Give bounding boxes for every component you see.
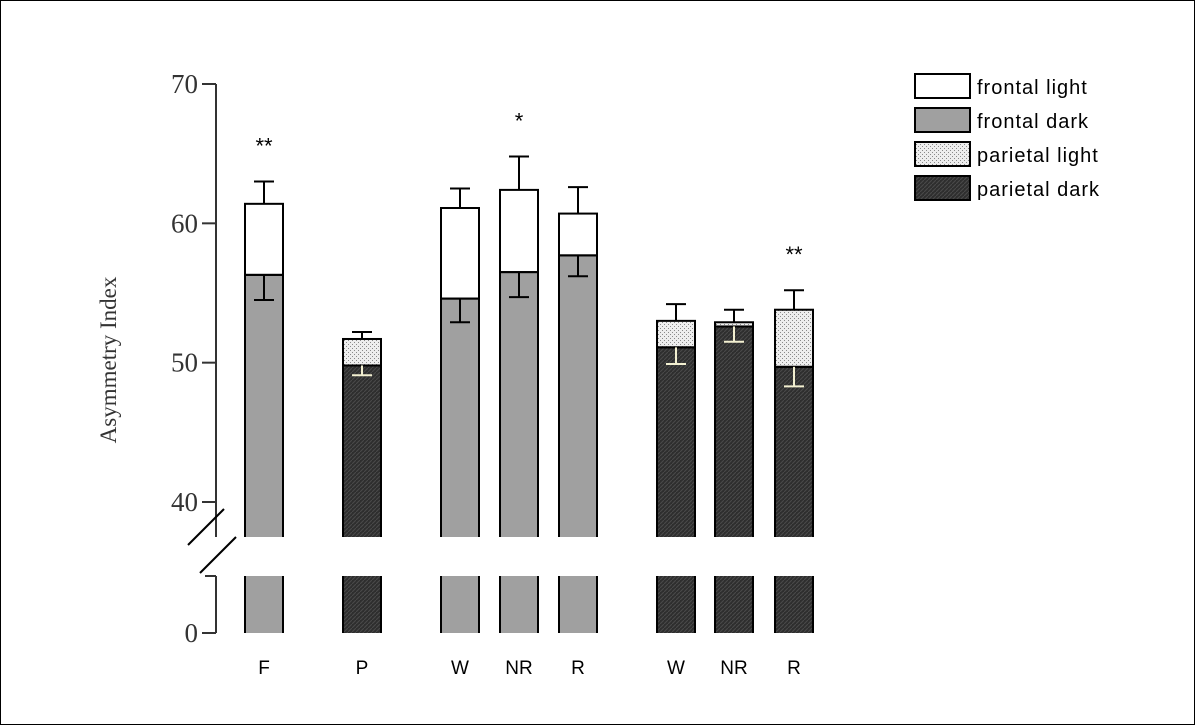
bar-segment-upper	[774, 308, 814, 368]
bar-group: **	[774, 242, 814, 633]
bar-segment-stub	[775, 576, 813, 633]
bar-group	[656, 303, 696, 633]
bar-group	[558, 186, 598, 633]
y-tick-label: 60	[171, 208, 198, 238]
y-tick-label: 50	[171, 348, 198, 378]
bar-segment-stub	[343, 576, 381, 633]
x-tick-label: NR	[505, 658, 532, 679]
y-axis-label: Asymmetry Index	[96, 276, 121, 443]
legend: frontal light frontal dark parietal light p…	[914, 73, 1100, 201]
legend-label: frontal dark	[977, 111, 1089, 133]
bar-segment-stub	[657, 576, 695, 633]
x-tick-label: F	[258, 658, 270, 679]
bar-segment-stub	[441, 576, 479, 633]
bar-segment-stub	[715, 576, 753, 633]
significance-marker: **	[785, 242, 803, 267]
legend-item: frontal light	[914, 73, 1088, 99]
bar-segment-upper	[558, 212, 598, 257]
bar-segment-stub	[500, 576, 538, 633]
significance-marker: *	[515, 108, 524, 133]
legend-label: frontal light	[977, 77, 1088, 99]
x-tick-label: P	[356, 658, 369, 679]
bar-segment-upper	[656, 319, 696, 349]
x-tick-label: W	[667, 658, 685, 679]
significance-marker: **	[255, 134, 273, 159]
legend-item: parietal light	[914, 141, 1099, 167]
legend-swatch	[914, 107, 971, 133]
legend-swatch	[914, 73, 971, 99]
bar-segment-lower	[775, 366, 813, 537]
legend-swatch	[914, 175, 971, 201]
legend-swatch	[914, 141, 971, 167]
y-tick-label: 40	[171, 487, 198, 517]
bar-segment-stub	[245, 576, 283, 633]
bar-segment-lower	[500, 272, 538, 537]
bar-segment-lower	[559, 255, 597, 537]
bar-segment-lower	[343, 365, 381, 537]
bar-group: **	[244, 134, 284, 633]
bar-segment-lower	[657, 347, 695, 537]
bar-group	[440, 187, 480, 633]
x-tick-label: NR	[720, 658, 747, 679]
y-tick-label: 70	[171, 69, 198, 99]
y-tick-label: 0	[185, 618, 199, 648]
legend-item: frontal dark	[914, 107, 1089, 133]
bar-segment-stub	[559, 576, 597, 633]
legend-label: parietal dark	[977, 179, 1100, 201]
bar-segment-upper	[440, 207, 480, 300]
bar-segment-lower	[245, 274, 283, 537]
bars: *****	[244, 108, 814, 633]
x-tick-label: W	[451, 658, 469, 679]
legend-item: parietal dark	[914, 175, 1100, 201]
bar-segment-lower	[715, 326, 753, 537]
bar-segment-lower	[441, 298, 479, 537]
bar-segment-upper	[244, 202, 284, 276]
bar-segment-upper	[342, 337, 382, 367]
y-axis: 0 40 50 60 70	[171, 69, 237, 648]
axis-break-mark	[199, 536, 237, 574]
x-axis-labels: F P W NR R W NR R	[258, 658, 801, 679]
x-tick-label: R	[787, 658, 801, 679]
x-tick-label: R	[571, 658, 585, 679]
bar-group: *	[499, 108, 539, 633]
axis-break-mark	[187, 508, 225, 546]
legend-label: parietal light	[977, 145, 1099, 167]
bar-group	[714, 308, 754, 633]
bar-segment-upper	[499, 188, 539, 274]
bar-group	[342, 331, 382, 633]
